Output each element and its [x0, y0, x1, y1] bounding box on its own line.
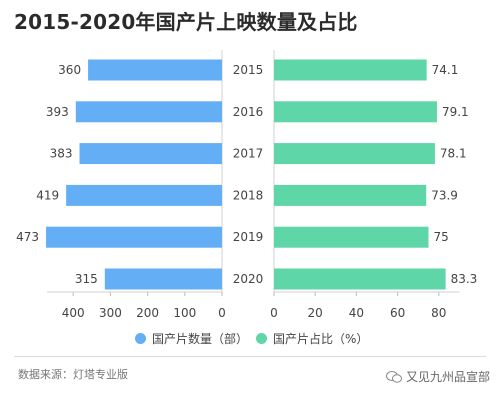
count-bar-2018 [66, 184, 222, 206]
count-bar-2020 [104, 268, 222, 290]
share-bar-2019 [274, 226, 429, 248]
share-tick-60: 60 [390, 306, 405, 320]
count-label-2016: 393 [46, 105, 69, 119]
count-bar-2019 [46, 226, 222, 248]
share-label-2016: 79.1 [442, 105, 469, 119]
chart-title: 2015-2020年国产片上映数量及占比 [14, 10, 358, 34]
share-bar-2016 [274, 101, 437, 123]
year-label-2016: 2016 [233, 105, 264, 119]
count-label-2020: 315 [75, 272, 98, 286]
legend-label-share: 国产片占比（%） [273, 332, 369, 346]
share-label-2018: 73.9 [431, 188, 458, 202]
share-bar-2017 [274, 143, 435, 165]
count-tick-100: 100 [173, 306, 196, 320]
count-label-2015: 360 [58, 63, 81, 77]
count-tick-0: 0 [218, 306, 226, 320]
year-label-2018: 2018 [233, 188, 264, 202]
watermark-text: 又见九州品宣部 [405, 370, 490, 384]
count-tick-300: 300 [99, 306, 122, 320]
share-tick-0: 0 [270, 306, 278, 320]
footer-divider [14, 356, 486, 357]
legend-item-share: 国产片占比（%） [256, 330, 368, 347]
watermark: 又见九州品宣部 [385, 368, 490, 385]
share-tick-40: 40 [349, 306, 364, 320]
legend: 国产片数量（部） 国产片占比（%） [0, 330, 500, 350]
count-label-2018: 419 [36, 188, 59, 202]
share-label-2015: 74.1 [432, 63, 459, 77]
chart-area: 360 2015 74.1 393 2016 79.1 383 2017 78.1 419 2018… [16, 50, 478, 320]
count-bar-2015 [88, 59, 222, 81]
count-bar-2017 [79, 143, 222, 165]
year-label-2020: 2020 [233, 272, 264, 286]
share-bar-2015 [274, 59, 427, 81]
year-label-2015: 2015 [233, 63, 264, 77]
year-label-2017: 2017 [233, 147, 264, 161]
share-label-2019: 75 [434, 230, 449, 244]
legend-item-count: 国产片数量（部） [135, 330, 248, 347]
share-bar-2020 [274, 268, 446, 290]
count-bar-2016 [75, 101, 222, 123]
count-tick-400: 400 [62, 306, 85, 320]
count-label-2017: 383 [50, 147, 73, 161]
share-tick-20: 20 [308, 306, 323, 320]
count-label-2019: 473 [16, 230, 39, 244]
legend-swatch-count [135, 333, 146, 344]
data-source: 数据来源：灯塔专业版 [18, 368, 128, 381]
count-tick-200: 200 [136, 306, 159, 320]
share-tick-80: 80 [431, 306, 446, 320]
wechat-icon [385, 370, 402, 383]
legend-swatch-share [256, 333, 267, 344]
share-label-2020: 83.3 [451, 272, 478, 286]
share-bar-2018 [274, 184, 427, 206]
share-label-2017: 78.1 [440, 147, 467, 161]
year-label-2019: 2019 [233, 230, 264, 244]
legend-label-count: 国产片数量（部） [152, 332, 249, 346]
